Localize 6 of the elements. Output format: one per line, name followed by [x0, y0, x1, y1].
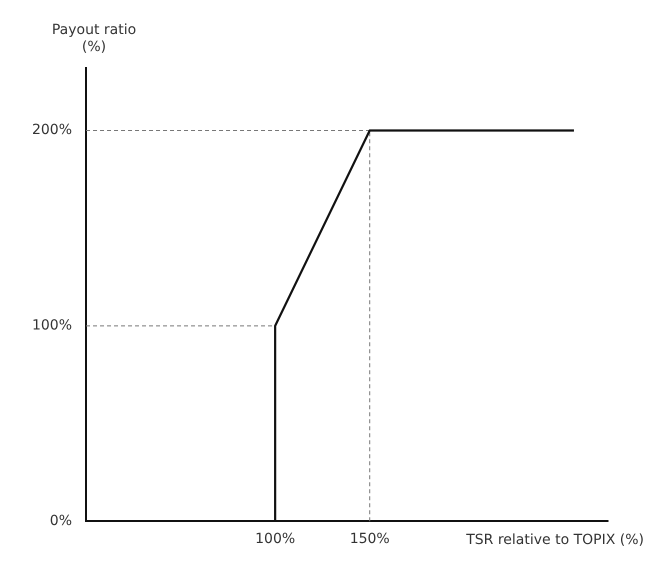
- x-axis-title: TSR relative to TOPIX (%): [465, 532, 644, 548]
- y-tick-label: 200%: [32, 122, 72, 138]
- y-tick-label: 0%: [50, 512, 72, 529]
- y-axis-title: Payout ratio (%): [52, 22, 136, 55]
- x-tick-label: 150%: [350, 531, 390, 548]
- y-tick-label: 100%: [32, 317, 72, 334]
